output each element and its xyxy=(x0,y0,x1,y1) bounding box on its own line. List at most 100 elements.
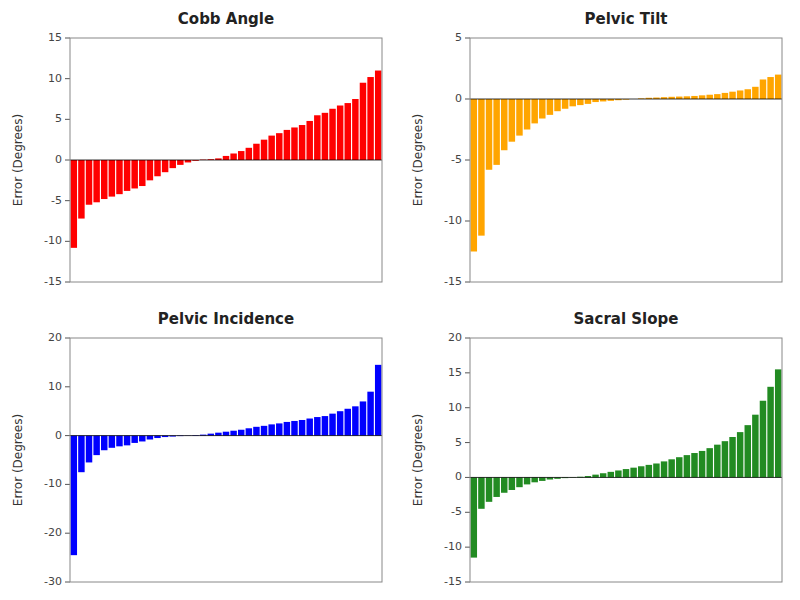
bar xyxy=(509,477,515,490)
y-tick xyxy=(65,338,70,339)
bar xyxy=(767,77,773,99)
bar xyxy=(215,433,221,436)
bar xyxy=(124,160,130,191)
y-tick xyxy=(465,477,470,478)
bar xyxy=(501,477,507,492)
bar xyxy=(638,466,644,477)
bar xyxy=(775,369,781,477)
y-tick xyxy=(465,512,470,513)
bar xyxy=(322,113,328,160)
y-tick xyxy=(65,200,70,201)
bar xyxy=(486,477,492,501)
bar xyxy=(230,431,236,436)
bar xyxy=(177,160,183,165)
bar xyxy=(760,79,766,99)
y-tick xyxy=(65,38,70,39)
bar xyxy=(268,424,274,435)
bar xyxy=(524,99,530,130)
bar xyxy=(276,133,282,160)
title: Pelvic Tilt xyxy=(584,10,667,28)
bar xyxy=(367,392,373,436)
bar xyxy=(623,469,629,477)
y-tick-label: -5 xyxy=(51,194,62,207)
y-tick-label: -15 xyxy=(444,275,462,288)
bar xyxy=(154,160,160,176)
y-tick xyxy=(465,38,470,39)
bar xyxy=(101,160,107,199)
bar xyxy=(93,160,99,202)
y-tick-label: 5 xyxy=(455,436,462,449)
title: Cobb Angle xyxy=(178,10,274,28)
bar xyxy=(375,365,381,436)
zero-line xyxy=(70,160,382,161)
bar xyxy=(246,428,252,435)
bar xyxy=(345,103,351,160)
bars xyxy=(470,75,782,252)
figure: Cobb AngleError (Degrees)-15-10-5051015P… xyxy=(0,0,800,600)
bar xyxy=(592,475,598,478)
bar xyxy=(592,99,598,102)
y-tick-label: -10 xyxy=(444,214,462,227)
bar xyxy=(722,441,728,477)
bar xyxy=(615,470,621,477)
bar xyxy=(337,106,343,160)
bar xyxy=(676,457,682,477)
y-tick-label: 5 xyxy=(455,31,462,44)
y-tick xyxy=(465,547,470,548)
title: Sacral Slope xyxy=(574,310,679,328)
bar xyxy=(306,419,312,436)
bar xyxy=(478,477,484,508)
bar xyxy=(352,406,358,435)
bar xyxy=(646,465,652,478)
subplot: Cobb AngleError (Degrees)-15-10-5051015 xyxy=(11,10,383,288)
bar xyxy=(306,121,312,160)
bar xyxy=(737,432,743,477)
bar xyxy=(322,416,328,436)
bar xyxy=(775,75,781,99)
y-tick xyxy=(65,282,70,283)
subplot: Pelvic IncidenceError (Degrees)-30-20-10… xyxy=(11,310,383,588)
bar xyxy=(745,425,751,477)
bar xyxy=(478,99,484,236)
plot-frame xyxy=(70,38,382,282)
bar xyxy=(345,409,351,436)
plot-frame xyxy=(470,38,782,282)
y-axis-label: Error (Degrees) xyxy=(411,414,425,506)
bar xyxy=(238,151,244,160)
bar xyxy=(608,472,614,478)
bar xyxy=(352,99,358,160)
bar xyxy=(745,89,751,99)
bar xyxy=(329,109,335,160)
bar xyxy=(539,99,545,119)
bar xyxy=(78,436,84,473)
y-tick-label: 0 xyxy=(455,92,462,105)
y-axis-label: Error (Degrees) xyxy=(411,114,425,206)
bar xyxy=(284,422,290,436)
plot-frame xyxy=(70,338,382,582)
y-tick xyxy=(465,582,470,583)
bar xyxy=(375,71,381,160)
y-tick xyxy=(465,282,470,283)
y-tick xyxy=(65,241,70,242)
bar xyxy=(360,401,366,435)
zero-line xyxy=(470,477,782,478)
bar xyxy=(71,436,77,556)
bar xyxy=(337,411,343,435)
y-axis-label: Error (Degrees) xyxy=(11,414,25,506)
bar xyxy=(162,160,168,172)
bar xyxy=(706,448,712,477)
bar xyxy=(268,136,274,160)
bar xyxy=(223,156,229,160)
bar xyxy=(752,415,758,478)
bar xyxy=(367,77,373,160)
bar xyxy=(699,95,705,99)
bar xyxy=(246,148,252,160)
y-tick-label: 20 xyxy=(48,331,62,344)
bar xyxy=(471,99,477,252)
y-axis-label: Error (Degrees) xyxy=(11,114,25,206)
y-tick xyxy=(65,160,70,161)
y-tick xyxy=(65,386,70,387)
subplot: Pelvic TiltError (Degrees)-15-10-505 xyxy=(411,10,783,288)
y-tick-label: 10 xyxy=(48,380,62,393)
y-tick-label: -30 xyxy=(44,575,62,588)
